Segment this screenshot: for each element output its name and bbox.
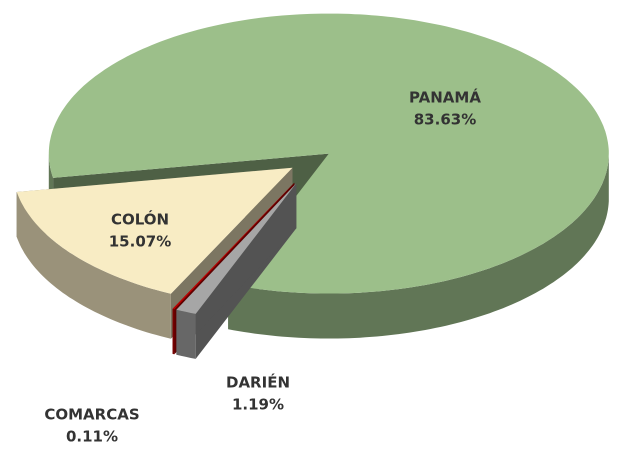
slice-wall — [16, 192, 171, 339]
slice-wall — [172, 308, 175, 355]
slice-value-label: 83.63% — [414, 111, 476, 129]
slice-side — [176, 183, 297, 355]
slice-label: PANAMÁ — [409, 88, 481, 107]
slice — [16, 167, 293, 294]
slice — [48, 13, 609, 294]
slice-label: DARIÉN — [226, 373, 290, 392]
slice-label: COMARCAS — [44, 406, 139, 424]
slice-value-label: 0.11% — [66, 428, 118, 446]
slice-value-label: 1.19% — [232, 396, 284, 414]
slice-label: COLÓN — [111, 210, 169, 229]
slice — [176, 183, 297, 314]
slice-wall — [176, 309, 196, 359]
slice-wall — [228, 153, 609, 339]
slice — [172, 182, 295, 310]
slice-value-label: 15.07% — [109, 233, 171, 251]
